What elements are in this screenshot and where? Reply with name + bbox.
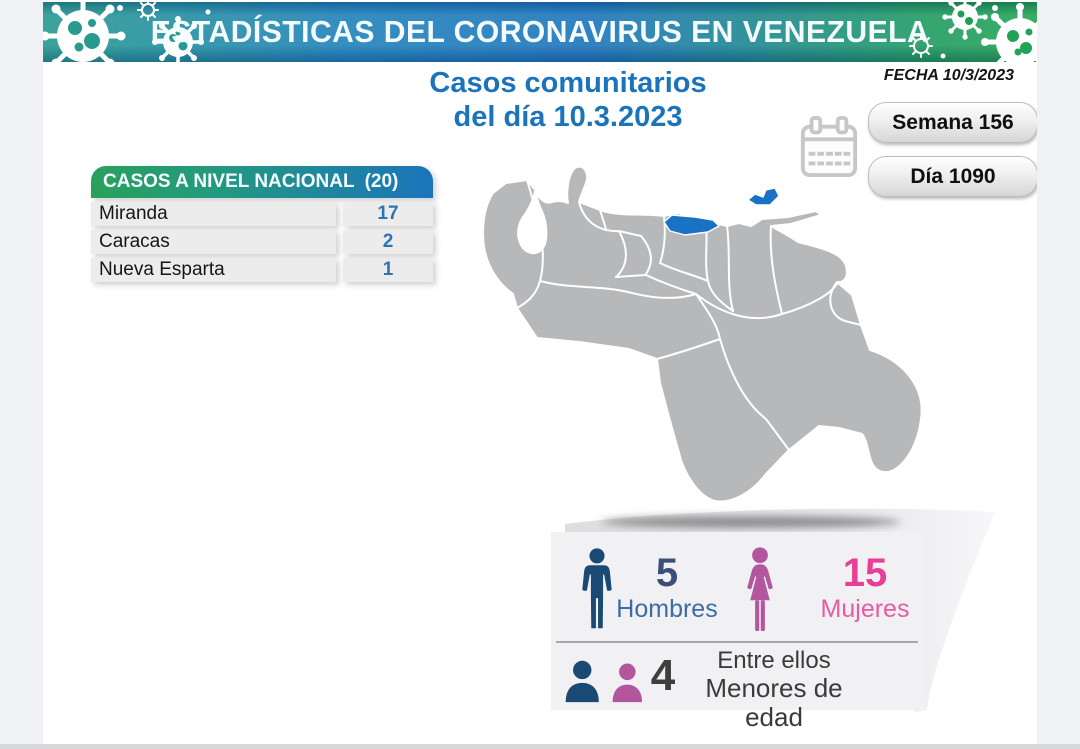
panel-divider (556, 641, 918, 643)
minors-label: Entre ellos Menores de edad (676, 647, 872, 732)
highlighted-state-nueva-esparta (747, 187, 780, 206)
minors-icons (565, 660, 643, 703)
venezuela-map (482, 165, 923, 503)
banner-title: ESTADÍSTICAS DEL CORONAVIRUS EN VENEZUEL… (150, 14, 930, 49)
minors-count: 4 (650, 651, 676, 700)
women-count: 15 (842, 551, 888, 595)
table-header-total: (20) (364, 171, 399, 192)
men-stat: 5 Hombres (607, 551, 727, 623)
virus-decoration-icons (43, 2, 1037, 62)
state-name: Miranda (91, 202, 336, 226)
woman-icon (747, 547, 773, 631)
date-label: FECHA 10/3/2023 (883, 67, 1014, 84)
men-label: Hombres (616, 595, 718, 623)
state-name: Caracas (91, 230, 336, 254)
table-header: CASOS A NIVEL NACIONAL (20) (91, 166, 433, 198)
state-cases: 1 (343, 258, 433, 282)
men-count: 5 (655, 551, 679, 595)
man-icon (582, 548, 612, 629)
state-name: Nueva Esparta (91, 258, 336, 282)
national-cases-table: CASOS A NIVEL NACIONAL (20) Miranda 17 Ca… (91, 166, 433, 282)
page-title: Casos comunitarios del día 10.3.2023 (418, 66, 718, 134)
table-row: Nueva Esparta 1 (91, 258, 433, 282)
bottom-edge-bar (0, 744, 1080, 749)
highlighted-state-miranda (663, 214, 720, 236)
lake-maracaibo (517, 191, 548, 255)
table-header-label: CASOS A NIVEL NACIONAL (103, 171, 355, 192)
minors-label-line2: Menores de edad (705, 673, 843, 732)
page-title-line2: del día 10.3.2023 (453, 101, 683, 133)
state-cases: 17 (343, 202, 433, 226)
minors-label-line1: Entre ellos (717, 647, 831, 674)
women-label: Mujeres (820, 595, 910, 623)
calendar-icon (800, 116, 858, 178)
day-badge: Día 1090 (868, 156, 1038, 197)
table-row: Caracas 2 (91, 230, 433, 254)
table-row: Miranda 17 (91, 202, 433, 226)
women-stat: 15 Mujeres (800, 551, 930, 623)
demographics-panel (551, 508, 995, 712)
state-cases: 2 (343, 230, 433, 254)
header-banner: ESTADÍSTICAS DEL CORONAVIRUS EN VENEZUEL… (43, 2, 1037, 62)
page-title-line1: Casos comunitarios (429, 67, 707, 99)
left-margin-strip (0, 0, 43, 744)
right-margin-strip (1037, 0, 1080, 744)
week-badge: Semana 156 (868, 102, 1038, 143)
